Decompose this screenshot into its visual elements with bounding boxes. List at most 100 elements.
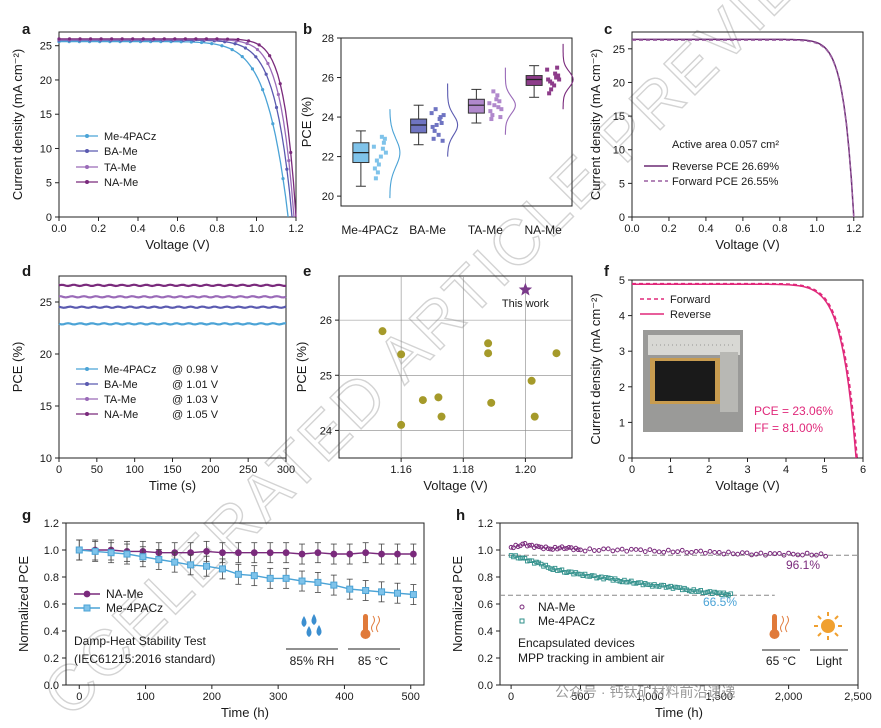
category-label: Me-4PACz (341, 223, 398, 237)
test-name: Damp-Heat Stability Test (74, 634, 206, 648)
sun-icon (814, 612, 842, 640)
data-point (809, 552, 815, 558)
data-point (189, 40, 193, 44)
y-tick-label: 24 (322, 112, 334, 124)
data-point (661, 549, 667, 555)
data-point (266, 549, 274, 557)
data-point (219, 549, 226, 557)
data-point (271, 122, 275, 126)
x-tick-label: 200 (201, 464, 219, 476)
series-line (59, 39, 293, 218)
box (467, 98, 485, 114)
data-point (441, 113, 446, 118)
pce-metric: PCE = 23.06% (754, 404, 833, 418)
legend-marker (85, 397, 89, 401)
x-axis-label: Voltage (V) (423, 478, 487, 493)
data-point (492, 103, 497, 108)
data-point (642, 581, 648, 586)
data-point (375, 170, 380, 175)
data-point (557, 77, 562, 82)
y-tick-label: 25 (613, 44, 625, 56)
legend-label: NA-Me (104, 177, 138, 189)
y-tick-label: 4 (619, 311, 625, 323)
data-point (379, 134, 384, 139)
data-point (564, 545, 570, 551)
data-point (555, 65, 560, 70)
data-point (373, 176, 378, 181)
y-tick-label: 1 (619, 417, 625, 429)
data-point (638, 547, 644, 553)
data-point (203, 547, 210, 555)
data-point (552, 565, 558, 571)
data-point (281, 176, 285, 181)
series-line (79, 549, 414, 596)
x-tick-label: 0 (629, 464, 635, 476)
data-point (615, 578, 620, 583)
x-tick-label: 0.6 (170, 223, 185, 235)
data-point (652, 548, 657, 554)
test-standard: (IEC61215:2016 standard) (74, 652, 215, 666)
x-tick-label: 0.4 (130, 223, 145, 235)
data-point (236, 37, 240, 42)
y-tick-label: 1.0 (478, 545, 493, 557)
data-point (282, 549, 290, 557)
data-point (495, 93, 500, 98)
data-point (534, 559, 539, 565)
series-line (59, 38, 295, 218)
data-point (287, 159, 291, 163)
data-point (739, 550, 745, 556)
y-tick-label: 0.6 (478, 599, 493, 611)
data-point (530, 412, 539, 421)
x-tick-label: 150 (163, 464, 181, 476)
data-point (362, 549, 370, 557)
data-point (274, 105, 279, 110)
data-point (705, 589, 710, 595)
ff-metric: FF = 81.00% (754, 421, 823, 435)
data-point (508, 544, 514, 550)
panel-label-e: e (303, 263, 311, 280)
data-point (432, 128, 437, 133)
legend-label: BA-Me (104, 379, 138, 391)
x-tick-label: 0.0 (51, 223, 66, 235)
distribution-curve (389, 109, 401, 199)
data-point (254, 55, 258, 59)
data-point (440, 138, 445, 143)
y-tick-label: 10 (40, 143, 52, 155)
data-point (187, 561, 195, 569)
data-point (194, 37, 198, 41)
y-axis-label: Current density (mA cm⁻²) (588, 49, 603, 200)
data-point (409, 550, 417, 558)
legend-label: Me-4PACz (104, 131, 156, 143)
y-tick-label: 0 (619, 453, 625, 465)
data-point (183, 37, 187, 41)
y-tick-label: 0.6 (44, 599, 59, 611)
box (525, 75, 543, 86)
data-point (656, 549, 662, 555)
data-point (261, 88, 265, 92)
data-point (225, 37, 230, 41)
data-point (527, 376, 536, 385)
data-point (298, 550, 306, 558)
data-point (684, 587, 690, 592)
data-point (696, 589, 701, 594)
data-point (107, 549, 115, 557)
data-point (515, 555, 521, 561)
x-tick-label: 100 (136, 691, 154, 703)
data-point (382, 136, 387, 141)
data-point (434, 393, 443, 402)
series-line (59, 40, 289, 218)
x-tick-label: 0.2 (91, 223, 106, 235)
chart-f: 0 1 2 3 4 5 6 0 1 2 3 4 5 Voltage (V) Current density … (588, 275, 866, 493)
chart-a: 0.0 0.2 0.4 0.6 0.8 1.0 1.2 0 5 10 15 20 25 Voltage (… (10, 31, 304, 252)
data-point (596, 548, 602, 553)
legend-marker (85, 149, 89, 153)
data-point (585, 573, 590, 579)
data-point (438, 115, 443, 120)
series-line (58, 305, 287, 309)
data-point (484, 349, 493, 358)
active-area-annotation: Active area 0.057 cm² (672, 139, 779, 151)
mpp-note: MPP tracking in ambient air (518, 651, 665, 665)
data-point (431, 136, 436, 141)
data-point (276, 92, 280, 97)
data-point (813, 552, 819, 558)
